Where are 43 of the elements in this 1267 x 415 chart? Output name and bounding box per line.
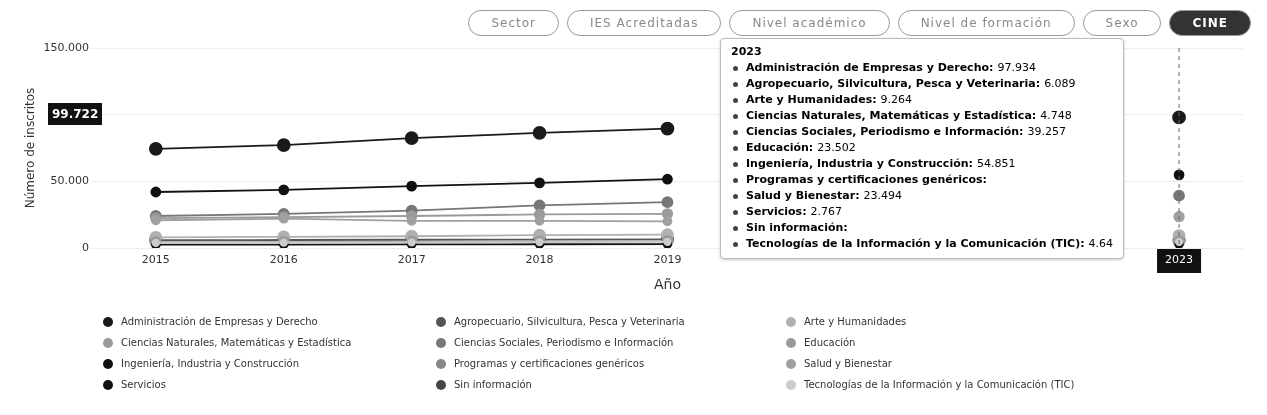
annotation: Servicios: 2.767 (746, 204, 843, 220)
text: Sector (468, 10, 559, 36)
legend-label: Salud y Bienestar (804, 358, 892, 369)
annotation: Ciencias Naturales, Matemáticas y Estadística: 4.748 (746, 108, 1072, 124)
text: Sexo (1082, 10, 1162, 36)
legend-label: Ciencias Sociales, Periodismo e Información (454, 337, 674, 348)
annotation: Administración de Empresas y Derecho: 97.934 (746, 60, 1036, 76)
legend-label: Ingeniería, Industria y Construcción (121, 358, 300, 369)
y-axis-title: Número de inscritos (23, 87, 38, 209)
annotation: Educación: 23.502 (746, 140, 856, 156)
annotation: Tecnologías de la Información y la Comunicación (TIC): 4.64 (746, 236, 1114, 252)
legend-label: Servicios (121, 379, 166, 390)
annotation: 99.722 (48, 103, 103, 125)
annotation: 2023 (731, 45, 763, 58)
y-tick-label: 0 (81, 240, 89, 254)
text: CINE (1169, 10, 1251, 36)
x-tick-label: 2017 (397, 253, 426, 267)
y-tick-label: 150.000 (43, 40, 89, 54)
annotation: Ciencias Sociales, Periodismo e Información: 39.257 (746, 124, 1066, 140)
legend-label: Programas y certificaciones genéricos (454, 358, 645, 369)
legend-label: Ciencias Naturales, Matemáticas y Estadística (121, 337, 352, 348)
x-tick-label: 2016 (269, 253, 298, 267)
annotation: Programas y certificaciones genéricos: (746, 172, 987, 188)
annotation: Ingeniería, Industria y Construcción: 54.851 (746, 156, 1016, 172)
x-tick-label: 2019 (653, 253, 682, 267)
x-tick-label: 2015 (141, 253, 170, 267)
annotation: Arte y Humanidades: 9.264 (746, 92, 913, 108)
legend-label: Arte y Humanidades (804, 316, 907, 327)
annotation: Salud y Bienestar: 23.494 (746, 188, 903, 204)
legend-label: Educación (804, 337, 856, 348)
legend-label: Tecnologías de la Información y la Comunicación (TIC) (804, 379, 1075, 390)
legend-label: Sin información (454, 379, 532, 390)
y-tick-label: 50.000 (50, 174, 89, 188)
legend-label: Agropecuario, Silvicultura, Pesca y Veterinaria (454, 316, 685, 327)
text: Nivel académico (729, 10, 890, 36)
x-axis-title: Año (653, 276, 681, 293)
x-tick-label: 2018 (525, 253, 554, 267)
x-tick-label: 2023 (1165, 253, 1194, 267)
annotation: Sin información: (746, 220, 848, 236)
text: IES Acreditadas (566, 10, 722, 36)
annotation: Agropecuario, Silvicultura, Pesca y Veterinaria: 6.089 (746, 76, 1076, 92)
legend-label: Administración de Empresas y Derecho (121, 316, 318, 327)
text: Nivel de formación (897, 10, 1075, 36)
